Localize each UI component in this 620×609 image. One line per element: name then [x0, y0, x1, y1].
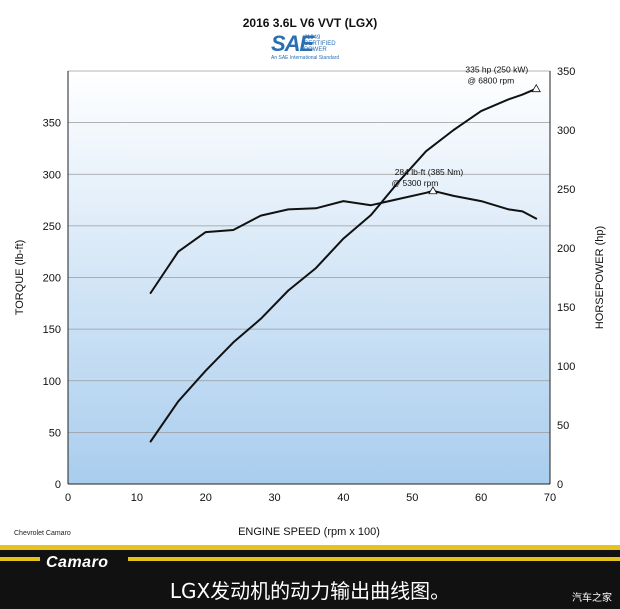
- x-tick-label: 10: [131, 492, 143, 504]
- y-right-axis-label: HORSEPOWER (hp): [594, 226, 606, 329]
- torque-series-line: [149, 189, 538, 294]
- y-left-tick-label: 350: [43, 118, 61, 130]
- x-axis-label: ENGINE SPEED (rpm x 100): [238, 526, 380, 538]
- torque-peak-rpm-label: @ 5300 rpm: [391, 178, 438, 188]
- x-tick-label: 0: [65, 492, 71, 504]
- chart-area: 2016 3.6L V6 VVT (LGX) SAE J1349 CERTIFI…: [14, 16, 606, 538]
- sae-logo-line1: J1349: [304, 35, 321, 41]
- y-right-tick-label: 0: [557, 479, 563, 491]
- sae-logo-subline: An SAE International Standard: [271, 55, 340, 61]
- brand-box: Camaro: [40, 552, 128, 574]
- y-right-tick-label: 300: [557, 125, 575, 137]
- y-left-axis-label: TORQUE (lb-ft): [14, 240, 26, 316]
- y-left-tick-label: 50: [49, 427, 61, 439]
- y-left-tick-label: 100: [43, 376, 61, 388]
- sae-certified-logo: SAE J1349 CERTIFIED POWER An SAE Interna…: [271, 33, 361, 63]
- banner-caption: LGX发动机的动力输出曲线图。: [169, 579, 451, 603]
- banner-stripe-top: [0, 545, 620, 550]
- engine-performance-chart: 0501001502002503003500501001502002503003…: [14, 65, 606, 538]
- y-left-tick-label: 150: [43, 324, 61, 336]
- y-left-tick-label: 200: [43, 273, 61, 285]
- y-right-tick-label: 250: [557, 184, 575, 196]
- sae-logo-line3: POWER: [304, 47, 327, 53]
- x-tick-label: 70: [544, 492, 556, 504]
- watermark: 汽车之家: [572, 593, 612, 604]
- x-tick-label: 60: [475, 492, 487, 504]
- y-right-tick-label: 50: [557, 420, 569, 432]
- y-right-tick-label: 350: [557, 66, 575, 78]
- horsepower-peak-marker: [531, 83, 541, 93]
- horsepower-peak-label: 335 hp (250 kW): [465, 65, 528, 75]
- torque-peak-marker: [428, 185, 438, 195]
- horsepower-peak-rpm-label: @ 6800 rpm: [467, 76, 514, 86]
- sae-logo-line2: CERTIFIED: [304, 41, 336, 47]
- chart-title: 2016 3.6L V6 VVT (LGX): [242, 16, 378, 30]
- y-left-tick-label: 0: [55, 479, 61, 491]
- y-left-tick-label: 300: [43, 169, 61, 181]
- horsepower-series-line: [149, 87, 538, 443]
- torque-peak-label: 284 lb-ft (385 Nm): [395, 167, 464, 177]
- y-left-tick-label: 250: [43, 221, 61, 233]
- sae-logo-mark: SAE: [271, 31, 314, 56]
- y-right-tick-label: 200: [557, 243, 575, 255]
- x-tick-label: 50: [406, 492, 418, 504]
- footnote-model: Chevrolet Camaro: [14, 530, 71, 537]
- y-right-tick-label: 100: [557, 361, 575, 373]
- x-tick-label: 30: [268, 492, 280, 504]
- x-tick-label: 20: [200, 492, 212, 504]
- y-right-tick-label: 150: [557, 302, 575, 314]
- x-tick-label: 40: [337, 492, 349, 504]
- brand-name: Camaro: [46, 554, 109, 571]
- caption-banner: Camaro LGX发动机的动力输出曲线图。 汽车之家: [0, 545, 620, 609]
- banner-stripe-middle: [0, 557, 620, 561]
